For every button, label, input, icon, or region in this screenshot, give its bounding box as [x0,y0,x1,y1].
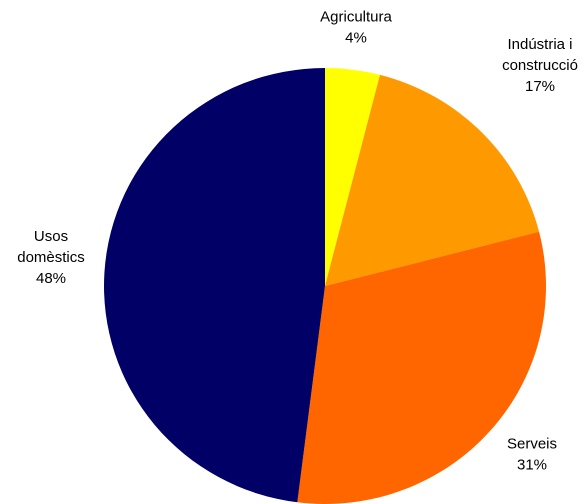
pie-label-value-3: 48% [36,270,66,287]
pie-labels: Agricultura 4% Indústria i construcció 17% Se… [17,8,578,473]
pie-label-name-2-0: Serveis [507,435,557,452]
pie-label-name-0-0: Agricultura [320,8,392,25]
pie-label-name-3-0: Usos [34,228,68,245]
pie-label-name-1-1: construcció [502,57,578,74]
pie-slice-2 [297,231,547,504]
pie-slice-3 [104,68,325,503]
pie-label-value-1: 17% [525,78,555,95]
pie-label-name-1-0: Indústria i [507,36,572,53]
pie-label-value-0: 4% [345,29,367,46]
pie-slice-0 [325,68,380,286]
pie-label-value-2: 31% [517,456,547,473]
pie-slices [104,68,547,504]
pie-label-name-3-1: domèstics [17,249,85,266]
pie-slice-1 [325,74,540,286]
